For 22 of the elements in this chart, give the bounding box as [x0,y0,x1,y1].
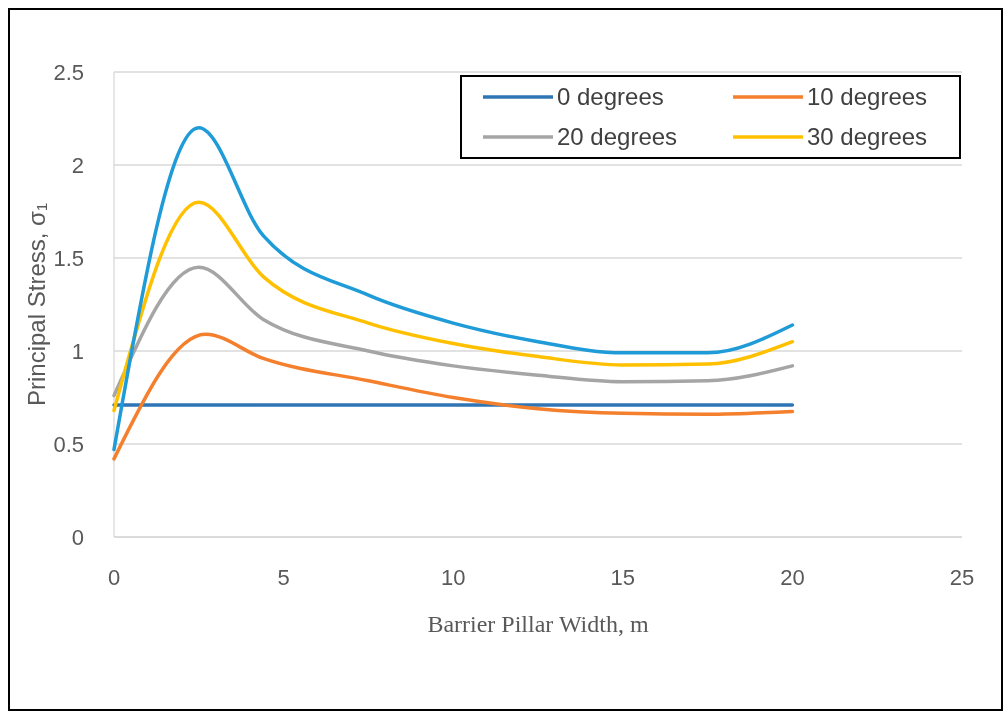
legend-label: 20 degrees [557,123,678,151]
x-axis-title: Barrier Pillar Width, m [427,611,649,637]
legend-label: 10 degrees [807,83,928,111]
y-tick-label: 1 [71,338,84,364]
y-tick-label: 0 [71,524,84,550]
line-series [112,332,795,461]
x-tick-label: 20 [780,565,805,590]
line-series [112,265,795,398]
x-tick-label: 5 [277,565,290,590]
line-series [112,200,795,413]
line-series [112,126,795,452]
y-tick-label: 2.5 [53,59,84,85]
y-tick-label: 1.5 [53,245,84,271]
x-tick-label: 25 [949,565,975,590]
x-tick-label: 0 [107,565,121,590]
y-axis-title: Principal Stress, σ₁ [23,203,50,406]
x-tick-label: 15 [610,565,636,590]
legend-label: 0 degrees [557,83,664,111]
x-tick-label: 10 [440,565,466,590]
legend-label: 30 degrees [807,123,928,151]
y-tick-label: 0.5 [53,431,84,457]
y-tick-label: 2 [71,152,84,178]
